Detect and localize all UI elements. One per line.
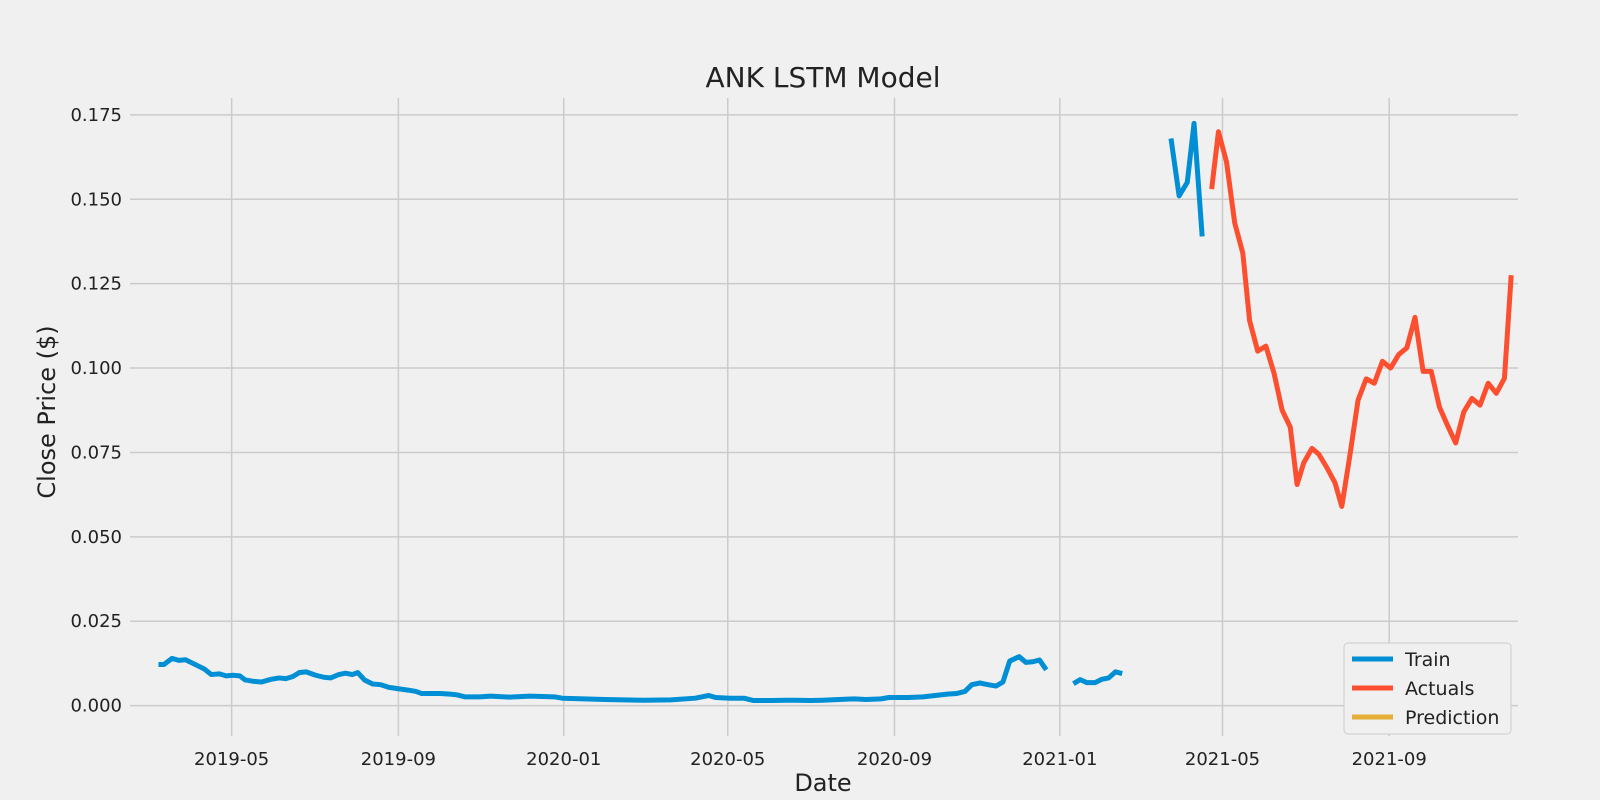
x-tick-label: 2021-09: [1352, 749, 1427, 770]
y-tick-label: 0.100: [70, 358, 122, 379]
y-tick-label: 0.125: [70, 274, 122, 295]
y-tick-label: 0.050: [70, 527, 122, 548]
y-tick-label: 0.000: [70, 696, 122, 717]
series-lines: [158, 120, 1514, 704]
legend-label-prediction: Prediction: [1405, 707, 1499, 729]
x-tick-label: 2020-01: [526, 749, 601, 770]
actuals-series-line: [1209, 129, 1514, 509]
train-series-line: [1168, 120, 1205, 237]
legend-label-train: Train: [1404, 649, 1451, 671]
legend: Train Actuals Prediction: [1343, 642, 1512, 735]
y-tick-label: 0.175: [70, 105, 122, 126]
legend-items: Train Actuals Prediction: [1352, 649, 1499, 729]
x-tick-label: 2020-05: [690, 749, 765, 770]
x-tick-label: 2020-09: [857, 749, 932, 770]
x-axis-label: Date: [794, 769, 851, 797]
legend-label-actuals: Actuals: [1405, 678, 1474, 700]
train-series-line: [1072, 669, 1123, 686]
y-tick-label: 0.025: [70, 611, 122, 632]
y-tick-label: 0.075: [70, 442, 122, 463]
grid-lines: [130, 98, 1518, 736]
x-tick-label: 2019-09: [361, 749, 436, 770]
train-series-line: [158, 654, 1049, 704]
legend-box: [1343, 642, 1512, 735]
y-axis-label: Close Price ($): [33, 325, 61, 498]
x-tick-labels: 2019-05 2019-09 2020-01 2020-05 2020-09 2021-…: [194, 749, 1427, 770]
chart-title: ANK LSTM Model: [706, 61, 941, 94]
x-tick-label: 2021-05: [1185, 749, 1260, 770]
y-tick-label: 0.150: [70, 189, 122, 210]
x-tick-label: 2019-05: [194, 749, 269, 770]
y-tick-labels: 0.000 0.025 0.050 0.075 0.100 0.125 0.150 0.175: [70, 105, 122, 717]
x-tick-label: 2021-01: [1022, 749, 1097, 770]
